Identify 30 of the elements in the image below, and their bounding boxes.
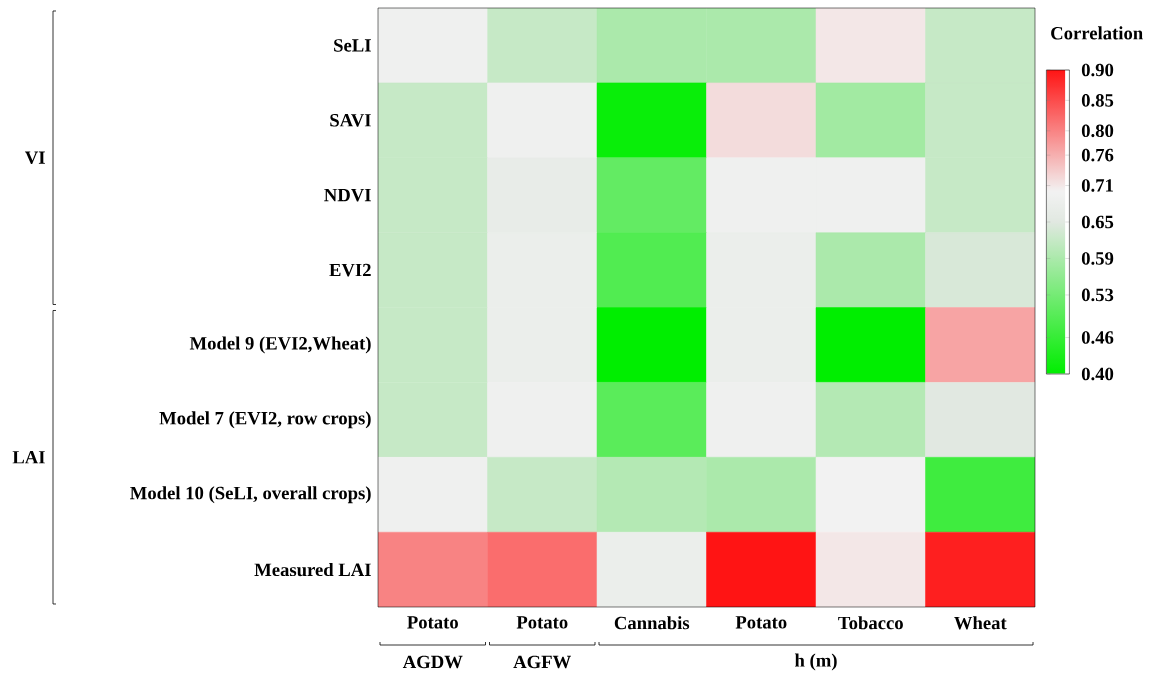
text: h (m) [794,653,837,671]
x-tick-label: Potato [735,616,787,629]
x-tick-label: Wheat [954,616,1007,630]
y-tick-label: SeLI [334,39,371,52]
color-bar-label: 0.90 [1081,63,1114,77]
x-tick-label: Potato [407,616,458,629]
color-bar-label: 0.80 [1081,124,1114,138]
y-tick-label: Measured LAI [254,562,371,577]
y-tick-label: SAVI [330,114,371,127]
color-bar-label: 0.40 [1081,367,1114,381]
text: LAI [12,451,45,464]
y-tick-label: Model 10 (SeLI, overall crops) [130,486,371,504]
y-tick-label: Model 7 (EVI2, row crops) [159,411,371,429]
color-bar-title: Correlation [1051,26,1143,40]
color-bar-label: 0.65 [1081,215,1114,229]
y-tick-label: Model 9 (EVI2,Wheat) [189,336,371,354]
x-tick-label: Cannabis [614,616,690,630]
y-tick-label: EVI2 [329,263,371,277]
color-bar-label: 0.53 [1081,288,1114,302]
color-bar-label: 0.59 [1081,252,1114,265]
x-tick-label: Tobacco [838,616,903,630]
color-bar-label: 0.85 [1081,94,1114,107]
x-tick-label: Potato [516,616,568,629]
color-bar-label: 0.46 [1081,331,1114,344]
text: AGDW [402,655,463,669]
y-tick-label: NDVI [324,188,371,202]
color-bar-label: 0.71 [1081,179,1113,192]
color-bar-label: 0.76 [1081,148,1114,162]
text: VI [24,151,45,165]
text: AGFW [513,655,571,669]
